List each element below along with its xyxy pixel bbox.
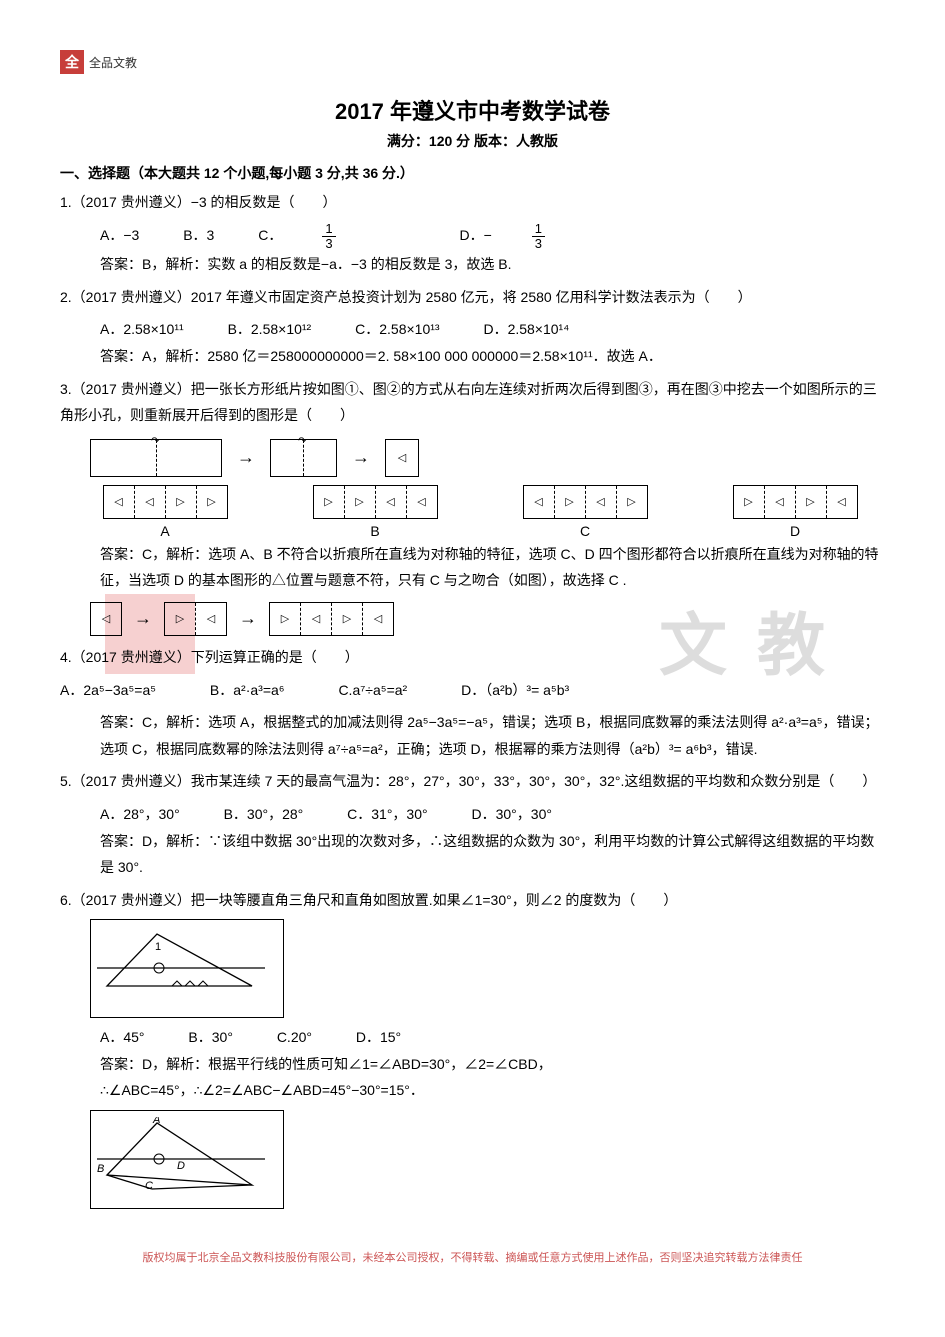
q6-options: A．45° B．30° C.20° D．15° — [60, 1024, 885, 1051]
q3-unfold-diagram: 文教 ◁ → ▷◁ → ▷◁▷◁ — [90, 602, 885, 636]
section-heading: 一、选择题（本大题共 12 个小题,每小题 3 分,共 36 分.） — [60, 163, 885, 183]
q1-opt-d: D．−13 — [459, 222, 625, 252]
copyright-footer: 版权均属于北京全品文教科技股份有限公司，未经本公司授权，不得转载、摘编或任意方式… — [60, 1249, 885, 1265]
q3-label-a: A — [90, 523, 240, 539]
q4-answer: 答案：C，解析：选项 A，根据整式的加减法则得 2a⁵−3a⁵=−a⁵，错误；选… — [60, 709, 885, 762]
q2-opt-a: A．2.58×10¹¹ — [100, 316, 184, 343]
q5-opt-a: A．28°，30° — [100, 801, 180, 828]
q3-fold-diagram: ↷ → ↷ → ◁ — [90, 439, 885, 477]
q3-label-c: C — [510, 523, 660, 539]
logo: 全 全品文教 — [60, 50, 885, 74]
q3-choice-a-fig: ◁◁▷▷ — [103, 485, 228, 519]
q2-answer: 答案：A，解析：2580 亿＝258000000000＝2. 58×100 00… — [60, 343, 885, 370]
q1-opt-b: B．3 — [183, 222, 214, 249]
q4-stem: 4.（2017 贵州遵义）下列运算正确的是（ ） — [60, 644, 885, 671]
q1-opt-c: C．13 — [258, 222, 415, 252]
q4-opt-a: A．2a⁵−3a⁵=a⁵ — [60, 682, 156, 698]
q3-stem: 3.（2017 贵州遵义）把一张长方形纸片按如图①、图②的方式从右向左连续对折两… — [60, 376, 885, 429]
q6-opt-c: C.20° — [277, 1024, 312, 1051]
q3-choice-b-fig: ▷▷◁◁ — [313, 485, 438, 519]
q2-stem: 2.（2017 贵州遵义）2017 年遵义市固定资产总投资计划为 2580 亿元… — [60, 284, 885, 311]
logo-icon: 全 — [60, 50, 84, 74]
q5-stem: 5.（2017 贵州遵义）我市某连续 7 天的最高气温为：28°，27°，30°… — [60, 768, 885, 795]
q6-opt-b: B．30° — [188, 1024, 233, 1051]
q5-options: A．28°，30° B．30°，28° C．31°，30° D．30°，30° — [60, 801, 885, 828]
q2-options: A．2.58×10¹¹ B．2.58×10¹² C．2.58×10¹³ D．2.… — [60, 316, 885, 343]
q4-opt-d: D．（a²b）³= a⁵b³ — [461, 682, 569, 698]
q3-choices: ◁◁▷▷ A ▷▷◁◁ B ◁▷◁▷ C ▷◁▷◁ D — [90, 485, 885, 539]
q1-opt-a: A．−3 — [100, 222, 139, 249]
q2-opt-b: B．2.58×10¹² — [228, 316, 312, 343]
q5-opt-d: D．30°，30° — [472, 801, 552, 828]
q6-opt-d: D．15° — [356, 1024, 401, 1051]
q3-label-b: B — [300, 523, 450, 539]
arrow-icon: → — [352, 447, 370, 468]
q3-choice-d-fig: ▷◁▷◁ — [733, 485, 858, 519]
q5-opt-c: C．31°，30° — [347, 801, 427, 828]
page-title: 2017 年遵义市中考数学试卷 — [60, 94, 885, 126]
svg-text:D: D — [177, 1160, 185, 1172]
q6-answer: 答案：D，解析：根据平行线的性质可知∠1=∠ABD=30°，∠2=∠CBD， — [60, 1051, 885, 1078]
q3-answer: 答案：C，解析：选项 A、B 不符合以折痕所在直线为对称轴的特征，选项 C、D … — [60, 541, 885, 594]
q2-opt-c: C．2.58×10¹³ — [355, 316, 439, 343]
q1-options: A．−3 B．3 C．13 D．−13 — [60, 222, 885, 252]
arrow-icon: → — [237, 447, 255, 468]
q2-opt-d: D．2.58×10¹⁴ — [483, 316, 569, 343]
q6-opt-a: A．45° — [100, 1024, 145, 1051]
subtitle: 满分：120 分 版本：人教版 — [60, 131, 885, 151]
q1-stem: 1.（2017 贵州遵义）−3 的相反数是（ ） — [60, 189, 885, 216]
q6-figure-1: 1 — [90, 919, 284, 1018]
q3-label-d: D — [720, 523, 870, 539]
q6-stem: 6.（2017 贵州遵义）把一块等腰直角三角尺和直角如图放置.如果∠1=30°，… — [60, 887, 885, 914]
q3-choice-c-fig: ◁▷◁▷ — [523, 485, 648, 519]
svg-text:A: A — [152, 1117, 160, 1126]
logo-text: 全品文教 — [89, 54, 137, 71]
q6-figure-2: A B D C — [90, 1110, 284, 1209]
q4-options: A．2a⁵−3a⁵=a⁵ B．a²·a³=a⁶ C.a⁷÷a⁵=a² D．（a²… — [60, 677, 885, 704]
q4-opt-b: B．a²·a³=a⁶ — [210, 682, 285, 698]
q6-answer-2: ∴∠ABC=45°，∴∠2=∠ABC−∠ABD=45°−30°=15°． — [60, 1077, 885, 1104]
q4-opt-c: C.a⁷÷a⁵=a² — [338, 682, 407, 698]
q5-answer: 答案：D，解析：∵该组中数据 30°出现的次数对多，∴这组数据的众数为 30°，… — [60, 828, 885, 881]
svg-text:1: 1 — [155, 941, 161, 953]
svg-text:B: B — [97, 1163, 104, 1175]
q5-opt-b: B．30°，28° — [224, 801, 304, 828]
q1-answer: 答案：B，解析：实数 a 的相反数是−a．−3 的相反数是 3，故选 B. — [60, 251, 885, 278]
